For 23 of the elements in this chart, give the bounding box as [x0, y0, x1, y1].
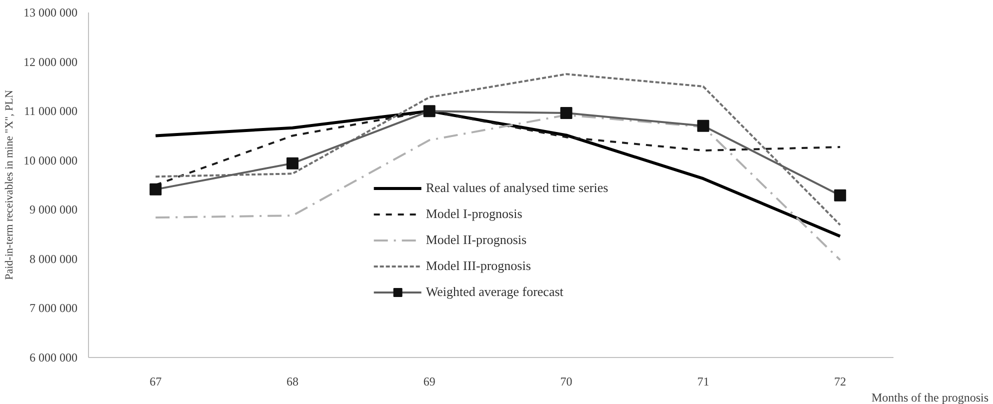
y-tick-label: 6 000 000: [30, 350, 78, 364]
y-tick-label: 8 000 000: [30, 252, 78, 266]
legend-label: Model I-prognosis: [426, 206, 522, 222]
legend-label: Real values of analysed time series: [426, 180, 608, 196]
line-series: [154, 73, 842, 226]
legend-label: Model III-prognosis: [426, 258, 531, 274]
x-tick-label: 72: [834, 374, 846, 388]
legend-label: Model II-prognosis: [426, 232, 527, 248]
y-tick-label: 11 000 000: [24, 104, 78, 118]
x-tick-label: 69: [423, 374, 436, 388]
point: [423, 105, 436, 118]
y-tick-label: 7 000 000: [30, 301, 78, 316]
x-tick-label: 71: [697, 374, 710, 388]
legend-label: Weighted average forecast: [426, 284, 564, 300]
x-tick-label: 70: [560, 374, 572, 388]
y-tick-label: 13 000 000: [24, 6, 78, 20]
y-tick-label: 10 000 000: [24, 153, 78, 168]
y-tick-label: 12 000 000: [24, 54, 78, 69]
x-axis-title: Months of the prognosis: [872, 390, 989, 404]
x-tick-label: 67: [150, 374, 162, 388]
x-tick-label: 68: [286, 374, 298, 388]
y-tick-label: 9 000 000: [30, 202, 78, 217]
y-axis-title: Paid-in-term receivables in mine "X", PLN: [4, 90, 16, 280]
